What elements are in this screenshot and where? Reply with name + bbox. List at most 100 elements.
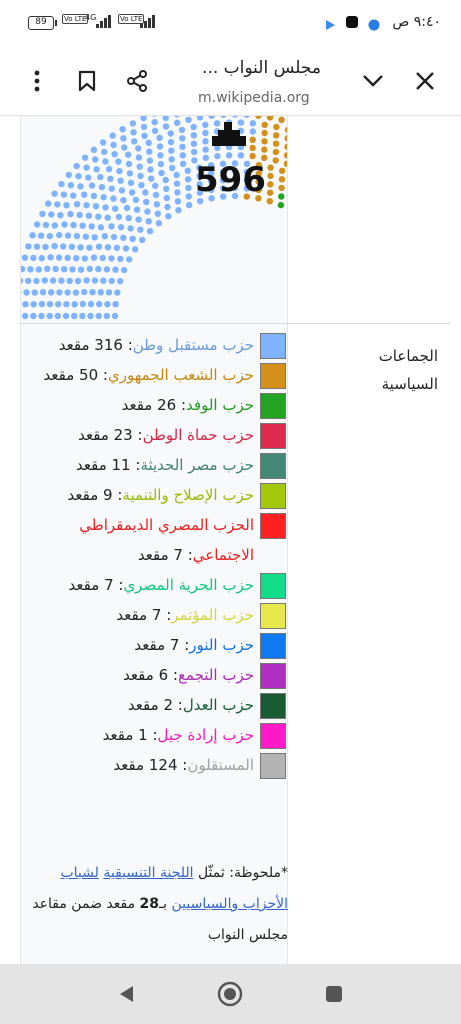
legend-party-link[interactable]: حزب المؤتمر: [171, 606, 254, 624]
seat-dot: [39, 289, 47, 296]
seat-dot: [163, 194, 170, 202]
legend-party-link[interactable]: حزب الحرية المصري: [123, 576, 254, 594]
legend-party-link[interactable]: حزب مستقبل وطن: [132, 336, 254, 354]
seat-dot: [47, 254, 54, 261]
legend-party-link[interactable]: حزب الوفد: [186, 396, 254, 414]
seat-dot: [249, 144, 256, 152]
note-prefix: *ملحوظة: ثمثّل: [197, 865, 288, 881]
seat-dot: [65, 171, 72, 179]
seat-dot: [25, 243, 32, 250]
seat-dot: [213, 120, 221, 127]
recents-icon[interactable]: [320, 980, 348, 1008]
seat-dot: [90, 146, 98, 153]
legend-party-link[interactable]: حزب إرادة جيل: [157, 726, 254, 744]
legend-party-link[interactable]: حزب الإصلاح والتنمية: [122, 486, 254, 504]
page-url[interactable]: m.wikipedia.org: [198, 90, 310, 106]
seat-dot: [58, 277, 65, 284]
more-vert-icon[interactable]: [20, 64, 54, 98]
seat-dot: [167, 138, 175, 146]
seat-dot: [73, 162, 80, 170]
share-icon[interactable]: [120, 64, 154, 98]
seat-dot: [208, 186, 215, 194]
seat-dot: [42, 243, 49, 251]
legend-item: حزب التجمع: 6 مقعد: [22, 660, 288, 690]
seat-dot: [130, 129, 137, 136]
seat-dot: [108, 185, 116, 192]
legend-party-link[interactable]: حزب الشعب الجمهوري: [107, 366, 254, 384]
seat-dot: [162, 116, 169, 122]
seat-dot: [38, 312, 45, 320]
seat-dot: [126, 170, 134, 177]
page-title: مجلس النواب ...: [202, 58, 321, 78]
seat-dot: [22, 312, 29, 320]
total-seats: 596: [195, 160, 266, 200]
seat-dot: [167, 130, 174, 137]
seat-dot: [21, 265, 26, 273]
legend-item: حزب النور: 7 مقعد: [22, 630, 288, 660]
seat-dot: [62, 312, 70, 320]
legend-seat-count: : 1 مقعد: [102, 726, 158, 744]
bookmark-icon[interactable]: [70, 64, 104, 98]
seat-dot: [151, 127, 159, 134]
podium-icon: [212, 120, 248, 152]
seat-dot: [37, 232, 45, 239]
seat-dot: [136, 163, 143, 170]
seat-dot: [190, 132, 197, 139]
legend-party-link[interactable]: حزب النور: [189, 636, 254, 654]
home-icon[interactable]: [216, 980, 244, 1008]
legend-party-link[interactable]: الحزب المصري الديمقراطي الاجتماعي: [79, 516, 254, 564]
seat-dot: [249, 128, 256, 135]
seat-dot: [225, 152, 233, 159]
legend-swatch: [260, 663, 286, 689]
seat-dot: [30, 312, 37, 320]
seat-dot: [21, 290, 22, 295]
seat-dot: [108, 277, 115, 285]
seat-dot: [30, 301, 37, 308]
seat-dot: [74, 277, 82, 285]
legend-party-link[interactable]: حزب حماة الوطن: [142, 426, 254, 444]
back-icon[interactable]: [112, 980, 140, 1008]
seat-dot: [102, 204, 109, 211]
seat-dot: [173, 171, 180, 179]
seat-dot: [104, 214, 111, 221]
seat-dot: [52, 265, 59, 273]
seat-dot: [88, 223, 95, 230]
seat-dot: [100, 277, 107, 284]
legend-party-link[interactable]: المستقلون: [187, 756, 254, 774]
seat-dot: [196, 189, 204, 196]
seat-dot: [105, 289, 113, 296]
seat-dot: [146, 227, 154, 235]
seat-dot: [97, 289, 104, 296]
note-link-youth[interactable]: لشباب الأحزاب والسياسيين: [60, 865, 288, 912]
seat-dot: [71, 312, 78, 320]
seat-dot: [60, 266, 68, 273]
seat-dot: [202, 129, 209, 137]
seat-dot: [95, 312, 102, 320]
chevron-down-icon[interactable]: [356, 64, 390, 98]
seat-dot: [48, 211, 55, 218]
seat-dot: [202, 146, 209, 153]
seat-dot: [70, 192, 77, 199]
legend-party-link[interactable]: حزب العدل: [182, 696, 254, 714]
seat-dot: [153, 201, 160, 208]
seat-dot: [73, 255, 80, 262]
legend-seat-count: : 7 مقعد: [68, 576, 124, 594]
seat-dot: [143, 198, 150, 206]
network-type-label: 4G: [85, 13, 97, 22]
note-link-committee[interactable]: اللجنة التنسيقية: [103, 865, 194, 881]
seat-dot: [73, 201, 81, 208]
seat-dot: [155, 220, 163, 227]
seat-dot: [117, 224, 125, 231]
seat-dot: [46, 232, 53, 240]
seat-dot: [64, 232, 72, 239]
legend-party-link[interactable]: حزب مصر الحديثة: [140, 456, 254, 474]
seat-dot: [152, 191, 160, 199]
seat-dot: [71, 301, 78, 308]
close-icon[interactable]: [408, 64, 442, 98]
seat-dot: [99, 139, 107, 146]
seat-dot: [184, 167, 191, 174]
messenger-icon: [368, 16, 380, 31]
seat-dot: [117, 255, 124, 263]
legend-party-link[interactable]: حزب التجمع: [177, 666, 254, 684]
seat-dot: [196, 116, 204, 121]
